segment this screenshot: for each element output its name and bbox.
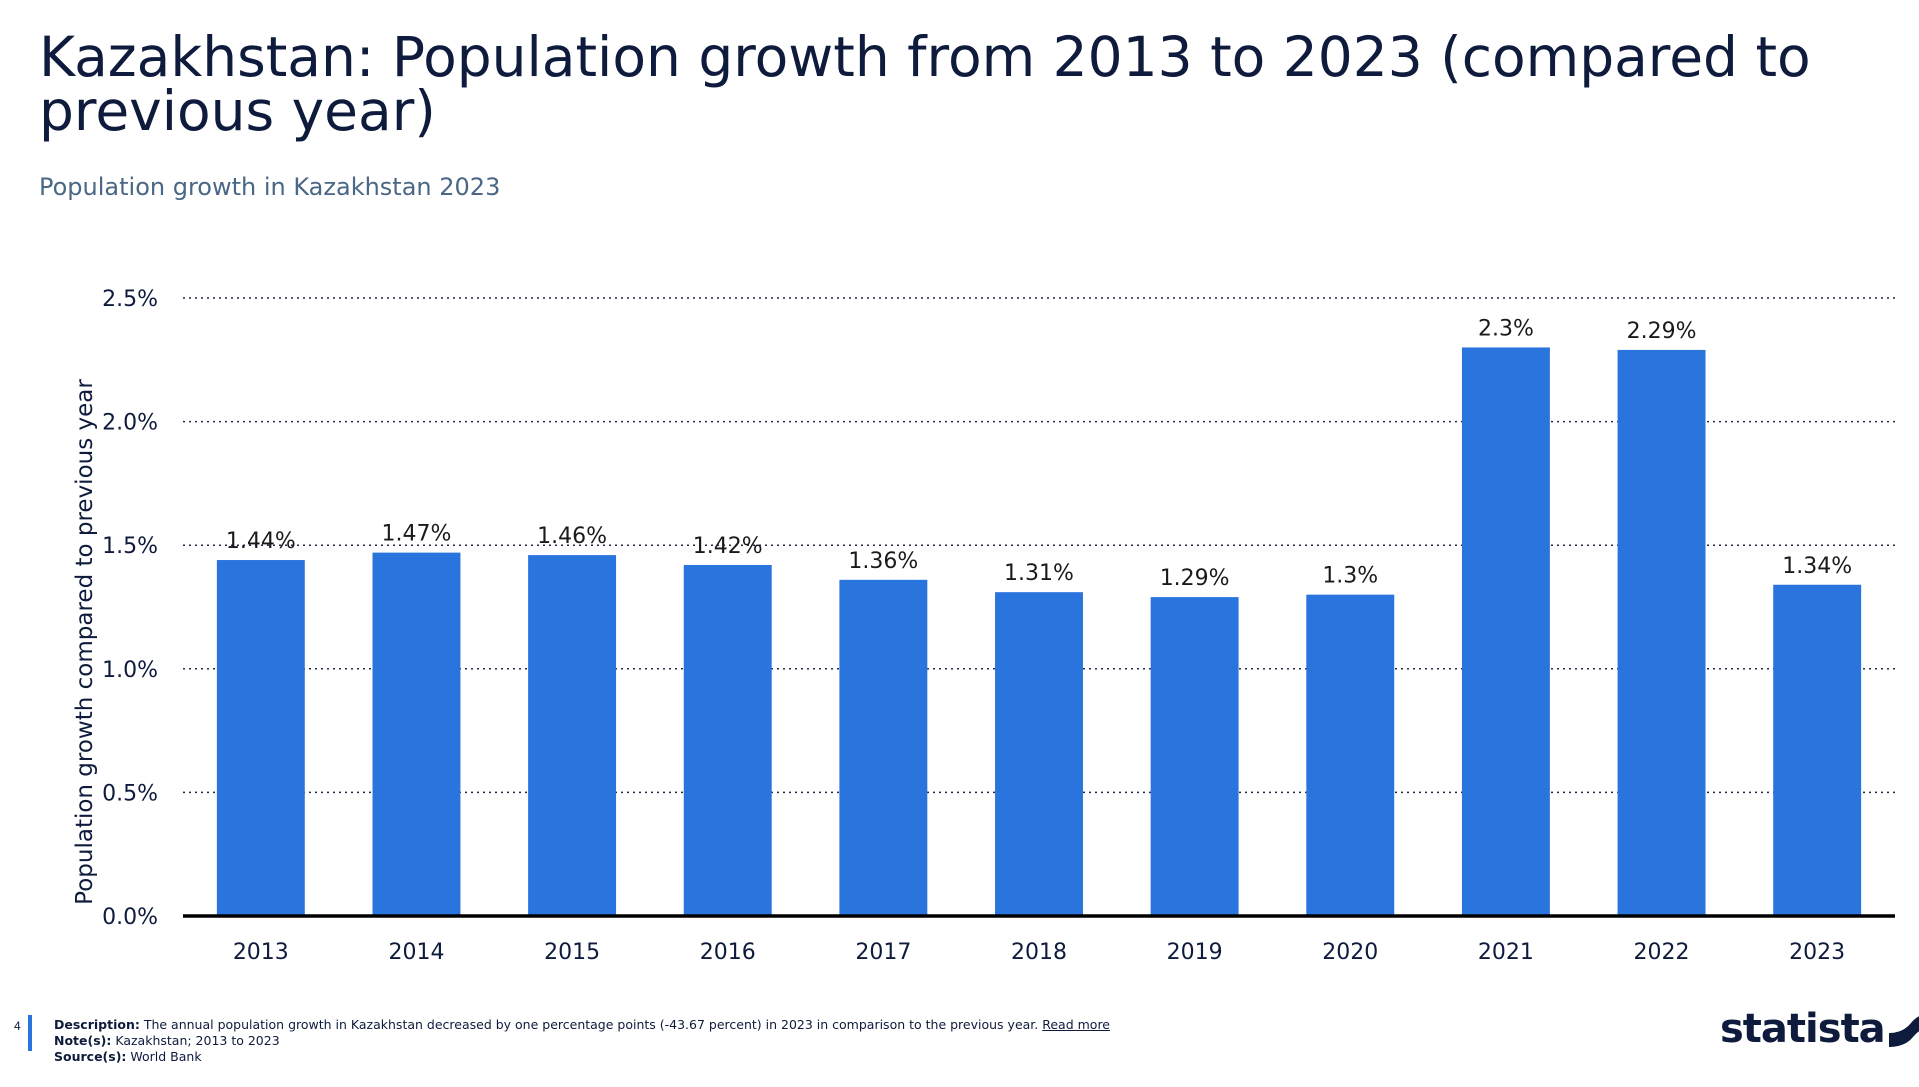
bar-2016 [683,564,772,916]
data-labels: 1.44% 1.47% 1.46% 1.42% 1.36% 1.31% 1.29% 1.3% 2… [226,316,1852,591]
page-subtitle: Population growth in Kazakhstan 2023 [39,173,501,201]
description-line: Description: The annual population growt… [54,1017,1110,1033]
y-tick-label: 0.0% [102,905,158,930]
x-tick-label: 2018 [1011,940,1067,965]
bar-2014 [372,552,461,916]
description-text: The annual population growth in Kazakhst… [139,1017,1043,1032]
note-line: Note(s): Kazakhstan; 2013 to 2023 [54,1033,1110,1049]
data-label: 1.31% [1004,561,1074,586]
bar-2013 [216,560,305,916]
bars [216,347,1862,916]
x-tick-label: 2019 [1167,940,1223,965]
chart-footer: Description: The annual population growt… [54,1017,1110,1065]
y-tick-label: 2.0% [102,411,158,436]
x-tick-label: 2023 [1789,940,1845,965]
x-tick-label: 2014 [388,940,444,965]
read-more-link[interactable]: Read more [1042,1017,1110,1032]
data-label: 1.36% [848,549,918,574]
bar-chart: 0.0% 0.5% 1.0% 1.5% 2.0% 2.5% 1.44% 1.47% 1.46%… [72,287,1895,965]
source-line: Source(s): World Bank [54,1049,1110,1065]
data-label: 1.47% [382,522,452,547]
footer-accent-bar [28,1015,32,1051]
data-label: 2.29% [1627,319,1697,344]
bar-2021 [1461,347,1550,916]
x-tick-label: 2022 [1634,940,1690,965]
data-label: 1.42% [693,534,763,559]
y-tick-label: 1.5% [102,534,158,559]
y-tick-label: 1.0% [102,658,158,683]
source-text: World Bank [126,1049,202,1064]
bar-2017 [839,579,928,916]
bar-2023 [1773,584,1862,916]
bar-2018 [995,592,1083,916]
y-tick-label: 2.5% [102,287,158,312]
data-label: 1.3% [1322,564,1378,589]
bar-2020 [1306,594,1395,916]
bar-2015 [528,555,617,916]
x-tick-label: 2013 [233,940,289,965]
source-label: Source(s): [54,1049,127,1064]
statista-wave-icon [1888,1016,1919,1047]
bar-2019 [1150,597,1239,916]
note-text: Kazakhstan; 2013 to 2023 [111,1033,280,1048]
y-axis-label: Population growth compared to previous y… [72,379,98,905]
page-number: 4 [14,1019,21,1033]
y-tick-label: 0.5% [102,781,158,806]
page-title: Kazakhstan: Population growth from 2013 … [39,25,1811,143]
x-tick-label: 2021 [1478,940,1534,965]
bar-2022 [1617,349,1706,916]
x-tick-label: 2015 [544,940,600,965]
x-tick-label: 2020 [1322,940,1378,965]
x-tick-label: 2016 [700,940,756,965]
note-label: Note(s): [54,1033,112,1048]
y-axis-ticks: 0.0% 0.5% 1.0% 1.5% 2.0% 2.5% [102,287,158,930]
description-label: Description: [54,1017,140,1032]
logo-wordmark: statista [1720,1006,1886,1052]
data-label: 1.29% [1160,566,1230,591]
x-axis-ticks: 2013 2014 2015 2016 2017 2018 2019 2020 2021 2022… [233,940,1845,965]
data-label: 1.44% [226,529,296,554]
data-label: 1.34% [1782,554,1852,579]
statista-logo[interactable]: statista [1720,1006,1919,1052]
data-label: 2.3% [1478,316,1534,341]
x-tick-label: 2017 [855,940,911,965]
data-label: 1.46% [537,524,607,549]
